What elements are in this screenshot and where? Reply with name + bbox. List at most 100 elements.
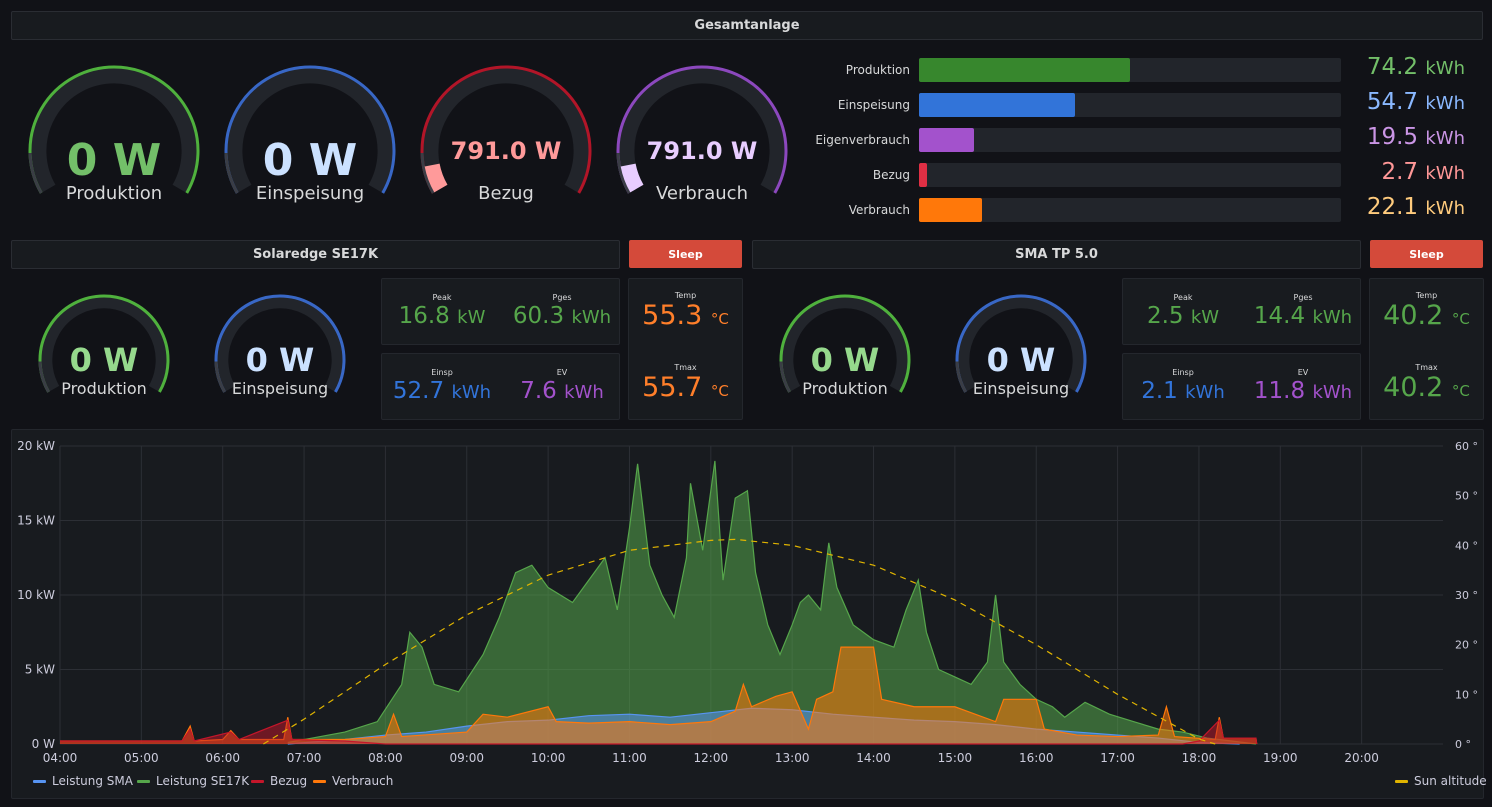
- bar-value: 74.2 kWh: [1366, 54, 1465, 80]
- series-area-verbrauch: [60, 647, 1257, 744]
- row-title-sma[interactable]: SMA TP 5.0: [752, 240, 1361, 269]
- y-right-tick-label: 20 °: [1455, 639, 1478, 652]
- x-tick-label: 06:00: [205, 751, 240, 765]
- gauge-bezug: 791.0 W Bezug: [413, 59, 599, 209]
- bar-label: Bezug: [872, 168, 910, 182]
- gauge-arc: [779, 294, 911, 393]
- solaredge-pges-stat: Pges 60.3 kWh: [512, 293, 612, 332]
- gauge-label: Produktion: [61, 379, 147, 398]
- gauge-arc: [955, 294, 1087, 393]
- sma-einsp-stat: Einsp 2.1 kWh: [1133, 368, 1233, 407]
- legend-item-leistung-sma[interactable]: Leistung SMA: [33, 774, 133, 788]
- solaredge-gauge-produktion: 0 W Produktion: [32, 289, 176, 403]
- gauge-threshold-arc: [420, 65, 592, 194]
- sma-stats-top: Peak 2.5 kW Pges 14.4 kWh: [1122, 278, 1361, 345]
- gauge-arc: [420, 65, 592, 194]
- sma-gauge-produktion: 0 W Produktion: [773, 289, 917, 403]
- bar-track: [919, 128, 1341, 152]
- gauge-arc: [616, 65, 788, 194]
- gauge-threshold-base: [224, 152, 239, 194]
- gauge-threshold-base: [420, 152, 435, 194]
- stat-title: Tmax: [1415, 363, 1438, 372]
- bar-label: Einspeisung: [837, 98, 910, 112]
- x-tick-label: 14:00: [856, 751, 891, 765]
- x-tick-label: 07:00: [287, 751, 322, 765]
- gauge-threshold-base: [214, 361, 226, 393]
- solaredge-stats-bottom: Einsp 52.7 kWh EV 7.6 kWh: [381, 353, 620, 420]
- solaredge-temp-panel: Temp 55.3 °C Tmax 55.7 °C: [628, 278, 743, 420]
- solaredge-gauge-einspeisung: 0 W Einspeisung: [208, 289, 352, 403]
- series-line-leistung-se17k: [287, 460, 1256, 745]
- gauge-threshold-base: [616, 152, 631, 194]
- sma-ev-stat: EV 11.8 kWh: [1253, 368, 1353, 407]
- x-tick-label: 08:00: [368, 751, 403, 765]
- gauge-label: Verbrauch: [656, 183, 748, 204]
- gauge-track: [619, 68, 785, 193]
- stat-title: Peak: [432, 293, 452, 302]
- gauge-track: [781, 296, 909, 392]
- legend-item-bezug[interactable]: Bezug: [251, 774, 307, 788]
- stat-title: Peak: [1173, 293, 1193, 302]
- sma-status-label: Sleep: [1409, 247, 1444, 261]
- series-line-bezug: [60, 718, 1258, 745]
- gauge-threshold-arc: [28, 65, 200, 194]
- solaredge-tmax-stat: Tmax 55.7 °C: [629, 363, 742, 407]
- gauge-threshold-base: [779, 361, 791, 393]
- stat-value: 2.5 kW: [1146, 303, 1220, 329]
- gauge-arc: [38, 294, 170, 393]
- gauge-value: 0 W: [69, 341, 139, 379]
- legend-label: Bezug: [270, 774, 308, 788]
- stat-title: Einsp: [431, 368, 453, 377]
- solaredge-peak-stat: Peak 16.8 kW: [397, 293, 487, 332]
- bar-track: [919, 93, 1341, 117]
- gauge-einspeisung: 0 W Einspeisung: [217, 59, 403, 209]
- gauge-label: Produktion: [65, 183, 163, 204]
- gauge-value-fill: [620, 163, 644, 193]
- sma-status-badge: Sleep: [1370, 240, 1483, 268]
- power-timeseries-panel[interactable]: 04:00 05:00 06:00 07:00 08:00 09:00 10:00 11:00…: [11, 429, 1484, 799]
- x-tick-label: 10:00: [531, 751, 566, 765]
- row-title-solaredge-label: Solaredge SE17K: [252, 247, 379, 262]
- legend-item-sun-altitude[interactable]: Sun altitude: [1395, 774, 1487, 788]
- bar-value: 2.7 kWh: [1381, 159, 1465, 185]
- row-title-solaredge[interactable]: Solaredge SE17K: [11, 240, 620, 269]
- stat-value: 52.7 kWh: [392, 378, 492, 404]
- row-title-gesamtanlage[interactable]: Gesamtanlage: [11, 11, 1483, 40]
- stat-title: Tmax: [674, 363, 697, 372]
- x-tick-label: 19:00: [1263, 751, 1298, 765]
- row-title-gesamtanlage-label: Gesamtanlage: [694, 18, 800, 33]
- y-left-tick-label: 15 kW: [17, 514, 55, 528]
- gauge-threshold-base: [28, 152, 43, 194]
- y-right-tick-label: 30 °: [1455, 589, 1478, 602]
- gauge-track: [227, 68, 393, 193]
- x-tick-label: 13:00: [775, 751, 810, 765]
- sma-stats-bottom: Einsp 2.1 kWh EV 11.8 kWh: [1122, 353, 1361, 420]
- legend-swatch: [1395, 779, 1408, 783]
- bar-fill: [919, 93, 1076, 117]
- gauge-track: [957, 296, 1085, 392]
- stat-title: Temp: [1415, 291, 1438, 300]
- stat-value: 60.3 kWh: [512, 303, 612, 329]
- x-tick-label: 04:00: [43, 751, 78, 765]
- gauge-threshold-base: [38, 361, 50, 393]
- gauge-label: Einspeisung: [972, 379, 1070, 398]
- bar-track: [919, 58, 1341, 82]
- bar-label: Produktion: [845, 63, 910, 77]
- solaredge-temp-stat: Temp 55.3 °C: [629, 291, 742, 335]
- gauge-arc: [224, 65, 396, 194]
- stat-value: 55.3 °C: [642, 300, 729, 331]
- x-tick-label: 11:00: [612, 751, 647, 765]
- sma-gauge-einspeisung: 0 W Einspeisung: [949, 289, 1093, 403]
- gauge-threshold-arc: [214, 294, 346, 393]
- legend-label: Verbrauch: [332, 774, 394, 788]
- x-tick-label: 18:00: [1182, 751, 1217, 765]
- legend-label: Leistung SE17K: [156, 774, 250, 788]
- legend-item-verbrauch[interactable]: Verbrauch: [313, 774, 393, 788]
- stat-title: Temp: [674, 291, 697, 300]
- x-tick-label: 20:00: [1344, 751, 1379, 765]
- legend-item-leistung-se17k[interactable]: Leistung SE17K: [137, 774, 249, 788]
- gauge-track: [31, 68, 197, 193]
- bar-fill: [919, 58, 1130, 82]
- gauge-produktion: 0 W Produktion: [21, 59, 207, 209]
- power-timeseries-chart[interactable]: 04:00 05:00 06:00 07:00 08:00 09:00 10:00 11:00…: [12, 430, 1483, 798]
